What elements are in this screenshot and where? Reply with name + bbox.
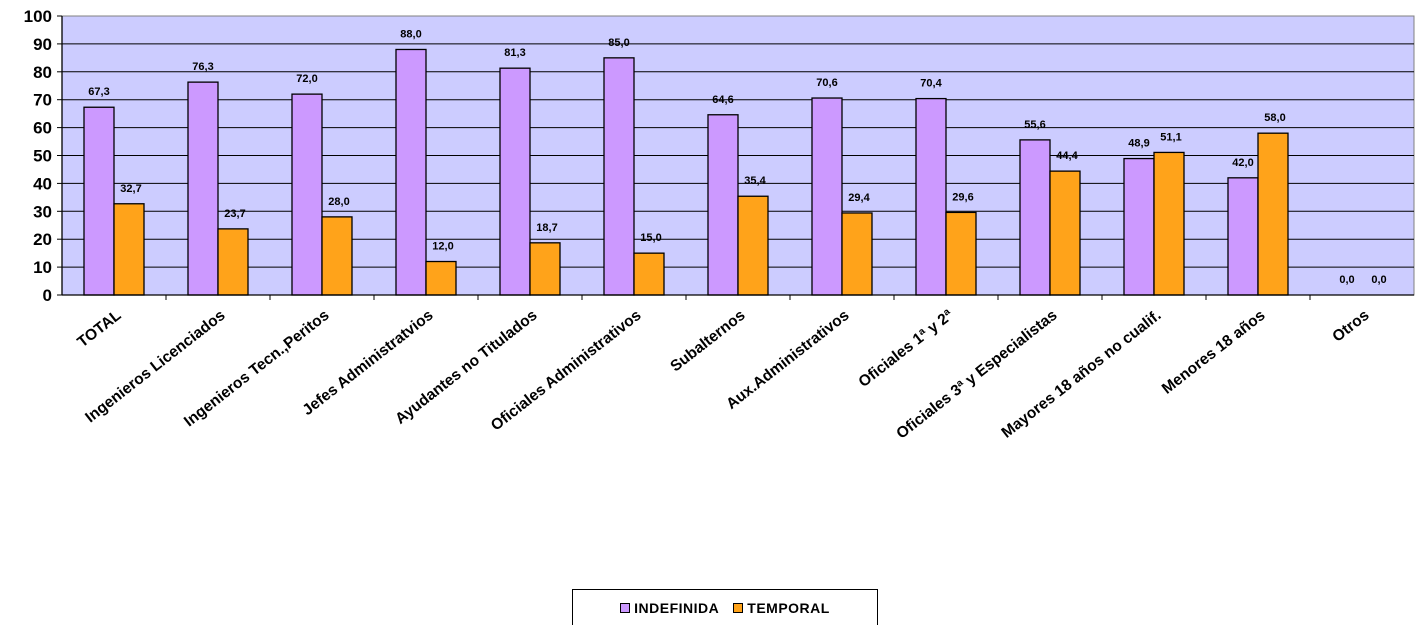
bar-temporal xyxy=(529,242,561,296)
legend-label-indefinida: INDEFINIDA xyxy=(634,599,720,616)
bar-temporal xyxy=(113,203,145,296)
data-label-temporal: 44,4 xyxy=(1056,150,1078,162)
x-tick-label: Menores 18 años xyxy=(1159,307,1269,398)
y-tick-label: 60 xyxy=(33,119,52,138)
legend-item-indefinida: INDEFINIDA xyxy=(620,600,719,616)
y-tick-label: 50 xyxy=(33,147,52,166)
bar-indefinida xyxy=(1019,139,1051,296)
data-label-temporal: 35,4 xyxy=(744,175,766,187)
data-label-indefinida: 72,0 xyxy=(296,73,317,85)
y-tick-label: 20 xyxy=(33,230,52,249)
y-tick-label: 80 xyxy=(33,63,52,82)
data-label-indefinida: 88,0 xyxy=(400,28,421,40)
x-tick-label: Otros xyxy=(1329,307,1372,346)
bar-temporal xyxy=(1257,132,1289,296)
bar-temporal xyxy=(737,195,769,296)
bar-indefinida xyxy=(83,106,115,296)
data-label-temporal: 0,0 xyxy=(1371,274,1386,286)
data-label-indefinida: 67,3 xyxy=(88,86,109,98)
data-label-temporal: 32,7 xyxy=(120,183,141,195)
data-label-indefinida: 55,6 xyxy=(1024,119,1045,131)
bar-indefinida xyxy=(499,67,531,296)
bar-indefinida xyxy=(291,93,323,296)
x-tick-label: Oficiales 1ª y 2ª xyxy=(855,307,956,391)
bar-temporal xyxy=(633,252,665,296)
bar-indefinida xyxy=(187,81,219,296)
y-tick-label: 40 xyxy=(33,174,52,193)
data-label-indefinida: 76,3 xyxy=(192,61,213,73)
data-label-temporal: 58,0 xyxy=(1264,112,1285,124)
data-label-indefinida: 64,6 xyxy=(712,94,733,106)
y-tick-label: 0 xyxy=(43,286,52,305)
legend-label-temporal: TEMPORAL xyxy=(747,599,830,616)
data-label-indefinida: 0,0 xyxy=(1339,274,1354,286)
bars xyxy=(83,48,1289,296)
bar-temporal xyxy=(841,212,873,296)
data-label-temporal: 51,1 xyxy=(1160,131,1181,143)
x-tick-label: Subalternos xyxy=(667,307,748,376)
data-labels: 67,3 32,7 76,3 23,7 72,0 28,0 88,0 12,0 81,3 18,7… xyxy=(88,28,1386,286)
data-label-temporal: 18,7 xyxy=(536,222,557,234)
bar-temporal xyxy=(1153,151,1185,296)
y-tick-label: 100 xyxy=(24,7,52,26)
bar-indefinida xyxy=(395,48,427,296)
data-label-temporal: 28,0 xyxy=(328,196,349,208)
data-label-indefinida: 48,9 xyxy=(1128,138,1149,150)
bar-indefinida xyxy=(1227,177,1259,296)
legend: INDEFINIDA TEMPORAL xyxy=(572,589,878,625)
y-tick-label: 10 xyxy=(33,258,52,277)
data-label-indefinida: 70,4 xyxy=(920,78,942,90)
bar-indefinida xyxy=(915,97,947,296)
bar-temporal xyxy=(945,211,977,296)
data-label-indefinida: 70,6 xyxy=(816,77,837,89)
data-label-indefinida: 81,3 xyxy=(504,47,525,59)
data-label-temporal: 23,7 xyxy=(224,208,245,220)
bar-indefinida xyxy=(603,57,635,296)
bar-indefinida xyxy=(811,97,843,296)
legend-swatch-temporal xyxy=(733,602,744,613)
data-label-indefinida: 42,0 xyxy=(1232,157,1253,169)
data-label-temporal: 29,4 xyxy=(848,192,870,204)
bar-indefinida xyxy=(707,114,739,296)
data-label-temporal: 15,0 xyxy=(640,232,661,244)
y-tick-label: 70 xyxy=(33,91,52,110)
bar-temporal xyxy=(425,260,457,296)
bar-indefinida xyxy=(1123,157,1155,296)
x-tick-label: TOTAL xyxy=(74,307,124,351)
bar-temporal xyxy=(321,216,353,296)
y-tick-label: 90 xyxy=(33,35,52,54)
bar-temporal xyxy=(217,228,249,296)
data-label-temporal: 12,0 xyxy=(432,241,453,253)
y-tick-label: 30 xyxy=(33,202,52,221)
legend-swatch-indefinida xyxy=(620,602,631,613)
legend-item-temporal: TEMPORAL xyxy=(733,600,830,616)
data-label-indefinida: 85,0 xyxy=(608,37,629,49)
bar-temporal xyxy=(1049,170,1081,296)
data-label-temporal: 29,6 xyxy=(952,191,973,203)
